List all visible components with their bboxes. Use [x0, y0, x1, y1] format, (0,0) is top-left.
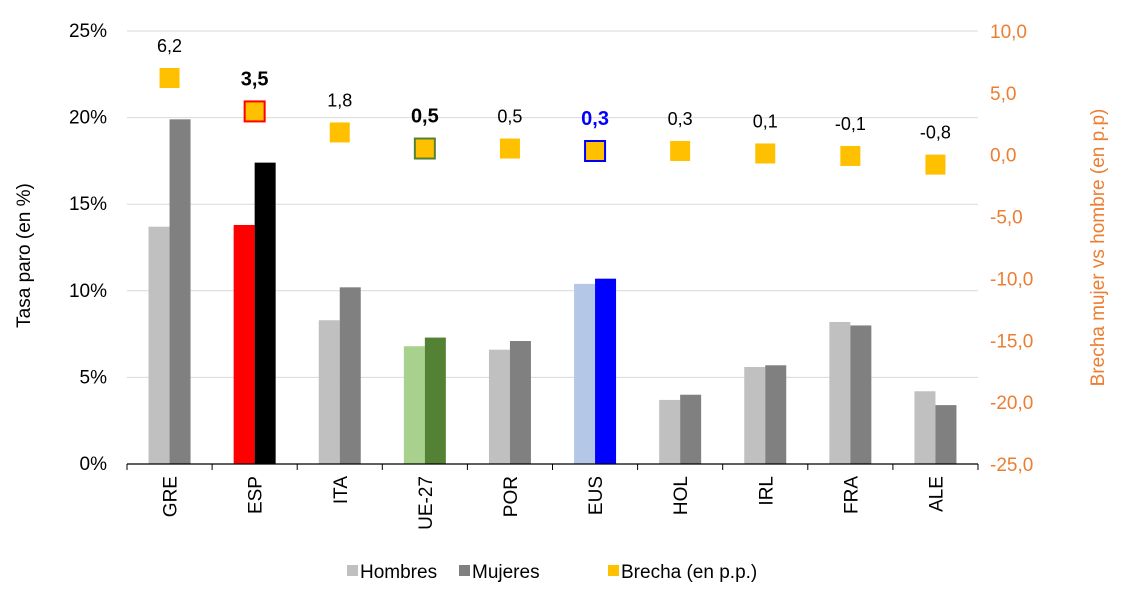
bar-hombres — [148, 226, 170, 464]
bar-hombres — [318, 320, 340, 464]
legend-label: Brecha (en p.p.) — [621, 562, 757, 583]
y2-tick-label: -10,0 — [990, 269, 1033, 290]
gap-data-label: -0,8 — [920, 123, 951, 143]
gap-data-label: 3,5 — [241, 68, 269, 90]
bar-mujeres — [254, 162, 276, 464]
gap-data-label: 0,5 — [497, 107, 522, 127]
y2-tick-label: -25,0 — [990, 455, 1033, 476]
bar-mujeres — [509, 341, 531, 464]
gap-markers — [159, 68, 946, 175]
legend: Hombres Mujeres Brecha (en p.p.) — [347, 562, 757, 583]
x-tick-label: GRE — [161, 476, 182, 517]
bar-hombres — [914, 391, 936, 464]
bar-mujeres — [850, 325, 872, 464]
legend-swatch — [347, 565, 358, 576]
gap-marker — [670, 141, 691, 162]
bar-mujeres — [339, 287, 361, 464]
y2-tick-label: 10,0 — [990, 22, 1027, 43]
gap-marker — [840, 145, 861, 166]
gap-marker — [329, 122, 350, 143]
gap-marker — [925, 154, 946, 175]
bar-hombres — [403, 346, 425, 464]
bar-hombres — [233, 224, 255, 464]
bar-mujeres — [169, 119, 191, 464]
y-tick-label: 15% — [69, 194, 107, 215]
gap-marker — [755, 143, 776, 164]
x-tick-label: ITA — [331, 476, 352, 504]
gap-data-label: 0,5 — [411, 106, 439, 128]
y-tick-label: 5% — [80, 367, 108, 388]
axes: 0% 5% 10% 15% 20% 25% -25,0 -20,0 -15,0 -10,0 -5,0… — [14, 21, 1109, 530]
legend-label: Mujeres — [472, 562, 540, 583]
y2-axis-title: Brecha mujer vs hombre (en p.p) — [1088, 109, 1109, 387]
y-tick-label: 25% — [69, 21, 107, 42]
x-tick-label: IRL — [756, 476, 777, 506]
gap-data-label: 6,2 — [157, 36, 182, 56]
bar-hombres — [659, 399, 681, 464]
gap-data-label: 1,8 — [327, 90, 352, 110]
gap-marker — [499, 138, 520, 159]
y-tick-label: 20% — [69, 108, 107, 129]
gap-marker — [413, 137, 436, 160]
gap-data-label: -0,1 — [835, 114, 866, 134]
bar-hombres — [488, 349, 510, 464]
bar-mujeres — [424, 337, 446, 464]
gap-data-label: 0,3 — [668, 109, 693, 129]
x-tick-label: EUS — [586, 476, 607, 515]
bar-mujeres — [680, 394, 702, 464]
x-tick-label: UE-27 — [416, 476, 437, 530]
bar-hombres — [744, 367, 766, 464]
gap-data-label: 0,3 — [581, 108, 609, 130]
y2-tick-label: -5,0 — [990, 208, 1023, 229]
x-tick-label: FRA — [841, 476, 862, 514]
y2-tick-label: -15,0 — [990, 331, 1033, 352]
gap-marker — [159, 68, 180, 89]
y2-tick-label: -20,0 — [990, 393, 1033, 414]
bar-mujeres — [935, 405, 957, 464]
gap-data-label: 0,1 — [753, 111, 778, 131]
x-tick-label: POR — [501, 476, 522, 517]
bar-mujeres — [595, 278, 617, 464]
x-tick-label: HOL — [671, 476, 692, 515]
bar-mujeres — [765, 365, 787, 464]
bars — [148, 119, 957, 464]
bar-hombres — [574, 283, 596, 464]
gap-labels: 6,2 3,5 1,8 0,5 0,5 0,3 0,3 0,1 -0,1 -0,8 — [157, 36, 951, 143]
y2-tick-label: 0,0 — [990, 146, 1016, 167]
legend-swatch — [459, 565, 470, 576]
bar-hombres — [829, 321, 851, 464]
x-tick-label: ALE — [926, 476, 947, 512]
gap-marker — [584, 140, 607, 163]
y-axis-title: Tasa paro (en %) — [14, 183, 35, 328]
y2-tick-label: 5,0 — [990, 84, 1016, 105]
gap-marker — [243, 100, 266, 123]
y-tick-label: 10% — [69, 281, 107, 302]
legend-label: Hombres — [360, 562, 437, 583]
x-tick-label: ESP — [246, 476, 267, 514]
legend-swatch — [608, 565, 619, 576]
y-tick-label: 0% — [80, 454, 108, 475]
